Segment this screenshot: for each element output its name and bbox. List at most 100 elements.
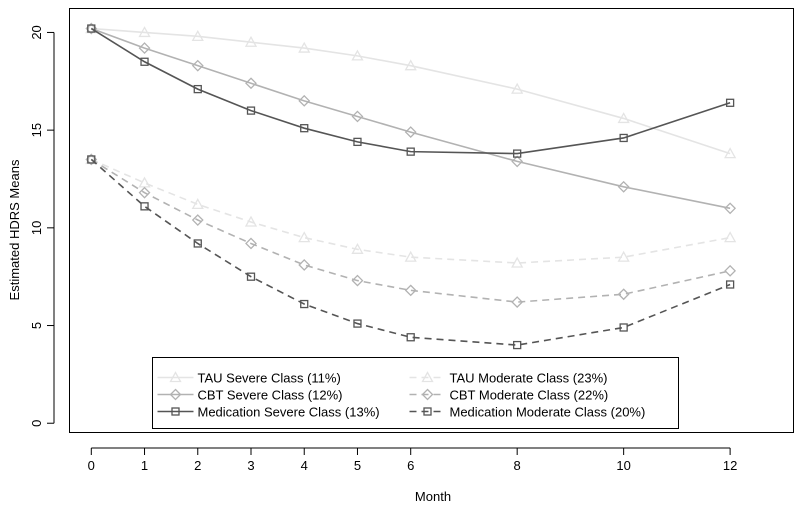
data-point — [724, 202, 737, 215]
data-point — [725, 98, 735, 107]
data-point — [191, 214, 204, 226]
x-axis-title: Month — [415, 489, 451, 504]
data-point — [87, 155, 96, 164]
data-point — [725, 280, 735, 289]
data-point — [191, 59, 204, 72]
plot-frame — [69, 8, 794, 433]
data-point — [244, 35, 258, 47]
data-point — [406, 333, 415, 342]
legend-swatch-marker — [421, 371, 434, 383]
data-point — [138, 26, 151, 38]
legend-swatch-marker — [171, 407, 180, 416]
legend-swatch-marker — [169, 388, 182, 401]
y-tick-label: 0 — [29, 420, 44, 427]
data-point — [619, 133, 628, 143]
x-tick-label: 6 — [407, 458, 414, 473]
series-line — [90, 158, 731, 264]
data-point — [87, 24, 96, 33]
data-point — [617, 288, 630, 301]
legend-box — [152, 357, 679, 429]
x-tick-label: 10 — [616, 458, 630, 473]
data-point — [511, 155, 524, 168]
legend-label: CBT Moderate Class (22%) — [450, 388, 609, 403]
x-tick-label: 3 — [247, 458, 254, 473]
data-point — [724, 147, 737, 159]
data-point — [617, 180, 630, 193]
legend-label: Medication Severe Class (13%) — [198, 405, 380, 420]
legend-item: TAU Moderate Class (23%) — [409, 371, 608, 386]
series-line — [90, 158, 731, 303]
y-tick-label: 10 — [29, 221, 44, 235]
legend-item: CBT Severe Class (12%) — [157, 388, 343, 403]
legend-label: TAU Severe Class (11%) — [198, 371, 341, 386]
x-tick-label: 2 — [194, 458, 201, 473]
legend-label: TAU Moderate Class (23%) — [450, 371, 608, 386]
data-point — [140, 57, 149, 66]
data-point — [298, 41, 311, 53]
data-point — [353, 137, 362, 147]
y-tick-label: 5 — [29, 322, 44, 329]
data-point — [404, 59, 417, 71]
series-line — [90, 158, 731, 346]
data-point — [193, 239, 202, 248]
x-tick-label: 4 — [301, 458, 308, 473]
data-point — [351, 274, 364, 287]
data-point — [300, 299, 309, 309]
data-point — [617, 112, 630, 124]
legend: TAU Severe Class (11%) CBT Severe Class (… — [152, 357, 679, 429]
data-point — [513, 149, 522, 158]
legend-item: TAU Severe Class (11%) — [157, 371, 341, 386]
series-3 — [87, 24, 735, 158]
series-line — [90, 27, 731, 155]
legend-item: Medication Moderate Class (20%) — [409, 405, 645, 420]
data-point — [353, 319, 362, 328]
y-tick-label: 15 — [29, 123, 44, 137]
series-1 — [85, 22, 737, 159]
x-tick-label: 1 — [141, 458, 148, 473]
x-tick-label: 12 — [723, 458, 737, 473]
data-point — [140, 202, 149, 211]
data-point — [138, 176, 151, 188]
data-point — [351, 110, 364, 123]
data-point — [300, 124, 309, 133]
legend-swatch-marker — [421, 388, 434, 401]
data-point — [404, 284, 417, 297]
series-4 — [85, 153, 737, 268]
legend-item: CBT Moderate Class (22%) — [409, 388, 609, 403]
x-tick-label: 0 — [88, 458, 95, 473]
series-6 — [87, 155, 735, 350]
y-tick-label: 20 — [29, 25, 44, 39]
data-point — [298, 94, 311, 107]
series-line — [91, 27, 731, 155]
data-point — [298, 231, 311, 243]
legend-label: CBT Severe Class (12%) — [198, 388, 343, 403]
series-5 — [85, 153, 737, 309]
data-point — [245, 77, 257, 90]
series-layer — [85, 22, 737, 350]
data-point — [193, 84, 202, 94]
data-point — [191, 30, 204, 42]
legend-swatch-marker — [169, 371, 182, 383]
x-tick-label: 5 — [354, 458, 361, 473]
x-axis: 0 1 2 3 4 5 6 8 10 12 — [88, 447, 737, 473]
data-point — [513, 340, 522, 350]
data-point — [617, 250, 630, 262]
data-point — [351, 49, 364, 61]
y-axis: 0 5 10 15 20 — [29, 25, 55, 427]
data-point — [246, 106, 256, 115]
y-axis-title: Estimated HDRS Means — [7, 159, 22, 300]
data-point — [191, 198, 204, 210]
data-point — [244, 215, 258, 227]
data-point — [619, 323, 628, 332]
data-point — [406, 147, 415, 156]
data-point — [404, 126, 417, 139]
data-point — [138, 186, 151, 199]
legend-swatch-marker — [423, 407, 432, 416]
data-point — [246, 272, 256, 281]
series-line — [91, 27, 731, 210]
data-point — [298, 259, 311, 271]
legend-item: Medication Severe Class (13%) — [157, 405, 380, 420]
data-point — [724, 231, 737, 243]
data-point — [245, 237, 257, 250]
